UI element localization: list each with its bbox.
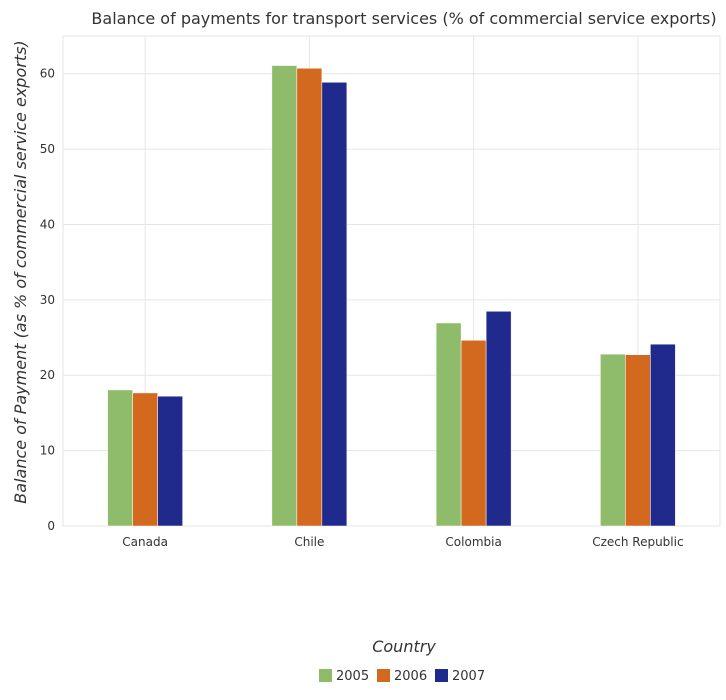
y-tick-label: 20 xyxy=(40,368,55,382)
bar-2007-canada xyxy=(157,395,183,527)
x-tick-label: Czech Republic xyxy=(592,535,683,549)
legend-swatch-2007 xyxy=(435,669,448,682)
legend-swatch-2006 xyxy=(377,669,390,682)
y-tick-label: 30 xyxy=(40,293,55,307)
x-tick-label: Chile xyxy=(294,535,324,549)
y-axis-label: Balance of Payment (as % of commercial s… xyxy=(11,40,30,503)
y-tick-label: 40 xyxy=(40,217,55,231)
x-axis-ticks: Canada Chile Colombia Czech Republic xyxy=(122,535,683,549)
y-tick-label: 50 xyxy=(40,142,55,156)
bar-2005-chile xyxy=(271,65,298,527)
legend-swatch-2005 xyxy=(319,669,332,682)
legend: 2005 2006 2007 xyxy=(319,669,485,684)
y-tick-label: 0 xyxy=(47,519,55,533)
legend-label-2006: 2006 xyxy=(394,669,427,684)
chart-title: Balance of payments for transport servic… xyxy=(91,9,716,28)
legend-label-2007: 2007 xyxy=(452,669,485,684)
y-tick-label: 10 xyxy=(40,444,55,458)
bar-2007-colombia xyxy=(485,311,512,527)
bar-2006-chile xyxy=(296,68,323,527)
bar-2006-czech-republic xyxy=(625,354,651,527)
bar-2007-chile xyxy=(321,82,348,527)
legend-label-2005: 2005 xyxy=(336,669,369,684)
bar-2005-canada xyxy=(107,389,133,527)
x-tick-label: Colombia xyxy=(445,535,501,549)
x-tick-label: Canada xyxy=(122,535,168,549)
x-axis-label: Country xyxy=(372,637,436,656)
bars xyxy=(107,65,676,527)
y-axis-ticks: 0 10 20 30 40 50 60 xyxy=(40,67,55,533)
bar-2006-canada xyxy=(132,392,158,527)
plot-area xyxy=(62,35,721,527)
bar-2007-czech-republic xyxy=(650,343,676,527)
y-tick-label: 60 xyxy=(40,67,55,81)
bar-2006-colombia xyxy=(460,340,487,527)
bar-2005-colombia xyxy=(435,322,462,527)
bar-2005-czech-republic xyxy=(600,353,626,527)
